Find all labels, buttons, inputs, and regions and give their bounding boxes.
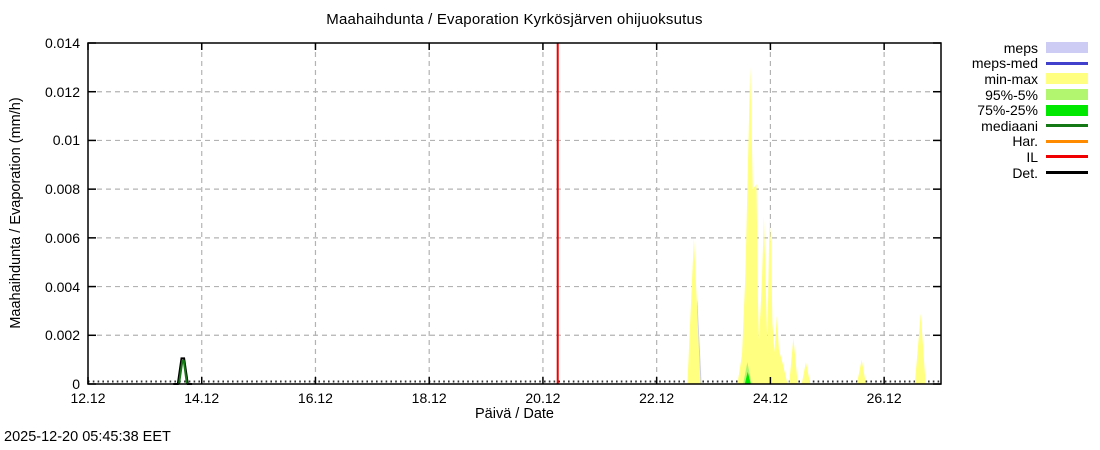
legend-item-det: Det. [972, 165, 1088, 181]
y-tick-label: 0.012 [44, 83, 80, 100]
plot-border [87, 42, 942, 385]
legend-label-har: Har. [1012, 133, 1038, 150]
x-axis-label: Päivä / Date [475, 406, 554, 422]
y-tick-label: 0.014 [44, 35, 80, 51]
y-tick-label: 0.006 [44, 229, 80, 246]
legend-item-meps: meps [972, 40, 1088, 56]
p75-band-area [744, 371, 751, 384]
y-tick-label: 0.004 [44, 278, 80, 295]
x-tick-label: 16.12 [297, 390, 333, 406]
minmax-spike-3-area [801, 362, 811, 384]
timestamp: 2025-12-20 05:45:38 EET [4, 429, 171, 445]
p75-band-swatch [1046, 104, 1088, 116]
legend-label-il: IL [1026, 148, 1038, 165]
legend-label-min-max: min-max [984, 70, 1038, 87]
min-max-band-swatch [1046, 73, 1088, 85]
y-tick-label: 0 [72, 376, 80, 392]
minmax-spike-4-area [856, 359, 866, 384]
meps-band-swatch [1046, 42, 1088, 54]
legend-label-mediaani: mediaani [981, 117, 1038, 134]
legend-item-95-5: 95%-5% [972, 87, 1088, 103]
p95-band-area [743, 362, 752, 384]
legend-item-75-25: 75%-25% [972, 102, 1088, 118]
x-tick-label: 22.12 [639, 390, 675, 406]
meps-med-line-swatch [1046, 61, 1088, 65]
il-line-swatch [1046, 155, 1088, 159]
legend-label-meps: meps [1003, 39, 1038, 56]
legend-item-meps-med: meps-med [971, 55, 1088, 72]
legend-label-meps-med: meps-med [971, 55, 1038, 72]
legend-item-min-max: min-max [972, 71, 1088, 87]
minmax-cluster-area [737, 67, 788, 385]
x-tick-label: 26.12 [866, 390, 902, 406]
mediaani-line-swatch [1046, 124, 1088, 128]
legend-label-75-25: 75%-25% [977, 102, 1038, 119]
har-line-swatch [1046, 139, 1088, 143]
x-tick-label: 20.12 [525, 390, 561, 406]
chart-title: Maahaihdunta / Evaporation Kyrkösjärven … [326, 11, 703, 28]
legend-label-det: Det. [1012, 164, 1038, 181]
y-tick-label: 0.01 [52, 132, 80, 149]
mediaani-line-spike [178, 359, 188, 385]
legend-item-har: Har. [972, 133, 1088, 150]
x-tick-label: 18.12 [411, 390, 447, 406]
x-tick-label: 12.12 [70, 390, 106, 406]
legend-label-95-5: 95%-5% [985, 86, 1038, 103]
legend-item-mediaani: mediaani [972, 118, 1088, 134]
minmax-spike-1-area [687, 237, 701, 384]
legend: meps meps-med min-max 95%-5% 75%-25% med… [971, 40, 1088, 181]
minmax-spike-5-area [914, 313, 926, 384]
y-tick-label: 0.002 [44, 327, 80, 344]
y-tick-label: 0.008 [44, 181, 80, 198]
p95-band-swatch [1046, 89, 1088, 101]
legend-item-il: IL [972, 149, 1088, 165]
x-tick-label: 14.12 [184, 390, 220, 406]
x-tick-label: 24.12 [752, 390, 788, 406]
det-line-swatch [1046, 171, 1088, 175]
minmax-spike-2-area [789, 337, 798, 384]
